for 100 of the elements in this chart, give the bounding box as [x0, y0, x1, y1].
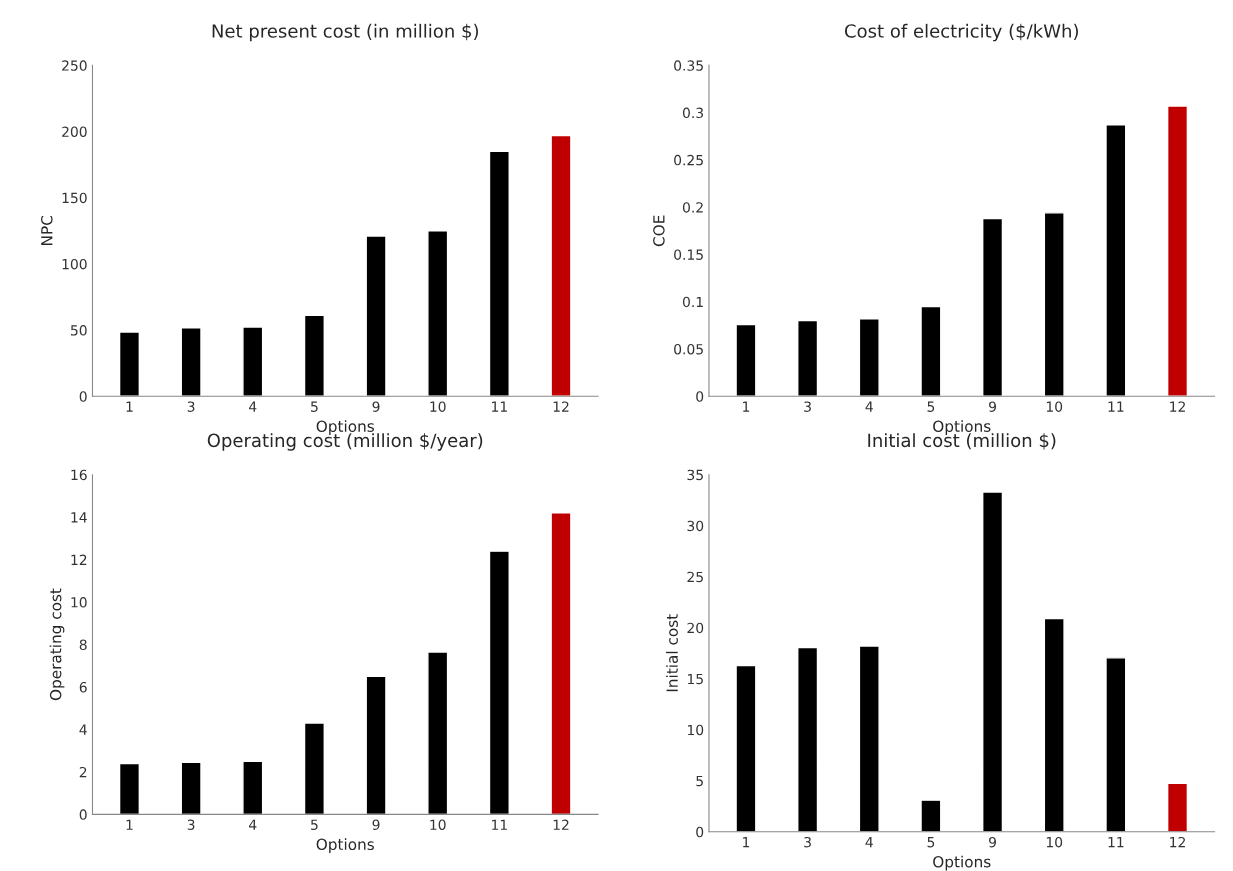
y-tick-label: 0.2: [682, 202, 703, 213]
y-axis-title: Operating cost: [49, 588, 65, 701]
x-tick-label: 3: [187, 401, 195, 412]
y-tick-label: 5: [696, 775, 703, 787]
y-tick-label: 0.05: [674, 343, 703, 355]
y-tick-label: 16: [71, 469, 87, 481]
x-axis-title: Options: [933, 420, 991, 435]
x-tick-label: 4: [249, 819, 257, 830]
x-tick-label: 11: [492, 819, 507, 830]
y-tick-label: 0.25: [674, 154, 703, 166]
y-tick-label: 10: [687, 724, 704, 736]
bar: [982, 217, 1004, 397]
x-tick-label: 12: [553, 401, 569, 412]
bar: [488, 150, 510, 397]
x-tick-label: 3: [804, 836, 811, 848]
bar: [797, 646, 819, 832]
y-tick-label: 0.15: [674, 249, 703, 260]
bar: [118, 331, 141, 397]
bar: [920, 799, 942, 832]
x-tick-label: 1: [126, 819, 133, 830]
bar: [920, 305, 942, 397]
y-tick-label: 35: [687, 469, 703, 481]
y-tick-label: 6: [79, 681, 87, 693]
y-tick-label: 100: [62, 258, 87, 270]
y-tick-label: 2: [79, 766, 87, 778]
y-tick-label: 25: [687, 571, 703, 583]
x-tick-label: 1: [743, 837, 750, 848]
x-axis-title: Options: [933, 855, 991, 871]
x-tick-label: 9: [989, 401, 997, 412]
y-tick-label: 0: [79, 809, 87, 820]
bar: [180, 327, 202, 397]
y-tick-label: 10: [71, 597, 87, 608]
x-tick-label: 5: [311, 401, 318, 412]
x-tick-label: 1: [743, 401, 750, 412]
y-tick-label: 8: [79, 639, 87, 651]
x-axis-title: Options: [316, 838, 374, 854]
bar: [735, 323, 757, 397]
bar: [365, 235, 387, 397]
chart-title: Initial cost (million $): [868, 433, 1056, 450]
bar: [303, 722, 325, 815]
bar: [365, 675, 387, 815]
y-tick-label: 0.3: [682, 107, 703, 119]
y-tick-label: 150: [62, 192, 87, 204]
bar: [488, 550, 510, 815]
bar: [1105, 124, 1127, 397]
y-tick-label: 30: [687, 520, 704, 532]
x-tick-label: 9: [372, 819, 380, 830]
x-tick-label: 12: [553, 819, 569, 830]
x-tick-label: 4: [865, 837, 873, 848]
bar: [797, 319, 819, 397]
bar: [1105, 657, 1127, 832]
x-tick-label: 3: [804, 401, 811, 412]
bar: [858, 318, 880, 397]
y-axis-title: NPC: [41, 215, 53, 245]
y-tick-label: 0: [696, 391, 704, 402]
x-tick-label: 3: [187, 819, 195, 830]
x-tick-label: 10: [430, 819, 446, 830]
bar: [1166, 782, 1189, 832]
x-tick-label: 10: [1046, 836, 1063, 848]
chart-title: Net present cost (in million $): [212, 23, 479, 42]
x-tick-label: 9: [989, 836, 997, 848]
bar: [550, 134, 572, 397]
bar: [303, 314, 325, 397]
bar: [550, 512, 572, 815]
x-tick-label: 10: [430, 401, 446, 412]
y-tick-label: 200: [62, 126, 87, 137]
bar: [1043, 617, 1065, 832]
bar: [242, 326, 264, 397]
y-tick-label: 0.1: [682, 296, 703, 308]
x-tick-label: 11: [1108, 837, 1124, 848]
bar: [982, 491, 1004, 832]
y-axis-title: COE: [653, 215, 665, 247]
x-tick-label: 4: [865, 401, 873, 412]
y-axis-title: Initial cost: [666, 614, 678, 692]
bar: [1166, 105, 1189, 397]
x-tick-label: 12: [1170, 401, 1185, 412]
y-tick-label: 4: [79, 724, 87, 735]
bar: [242, 760, 264, 815]
chart-title: Cost of electricity ($/kWh): [844, 23, 1078, 42]
y-tick-label: 50: [71, 325, 87, 336]
x-tick-label: 5: [927, 837, 935, 848]
x-axis-title: Options: [316, 420, 374, 435]
bar: [118, 762, 141, 815]
chart-title: Operating cost (million $/year): [207, 433, 483, 451]
bar: [858, 645, 880, 832]
bar: [427, 230, 449, 397]
x-tick-label: 12: [1170, 836, 1185, 848]
y-tick-label: 20: [687, 622, 704, 634]
x-tick-label: 11: [492, 401, 507, 412]
y-tick-label: 0.35: [674, 60, 703, 71]
x-tick-label: 9: [372, 401, 380, 412]
bar: [1043, 212, 1065, 397]
y-tick-label: 250: [62, 60, 87, 71]
x-tick-label: 5: [311, 819, 318, 830]
x-tick-label: 11: [1108, 401, 1124, 412]
y-tick-label: 0: [696, 826, 704, 838]
y-tick-label: 15: [687, 673, 703, 685]
y-tick-label: 12: [71, 554, 87, 565]
bar: [180, 761, 202, 815]
y-tick-label: 0: [79, 391, 87, 402]
